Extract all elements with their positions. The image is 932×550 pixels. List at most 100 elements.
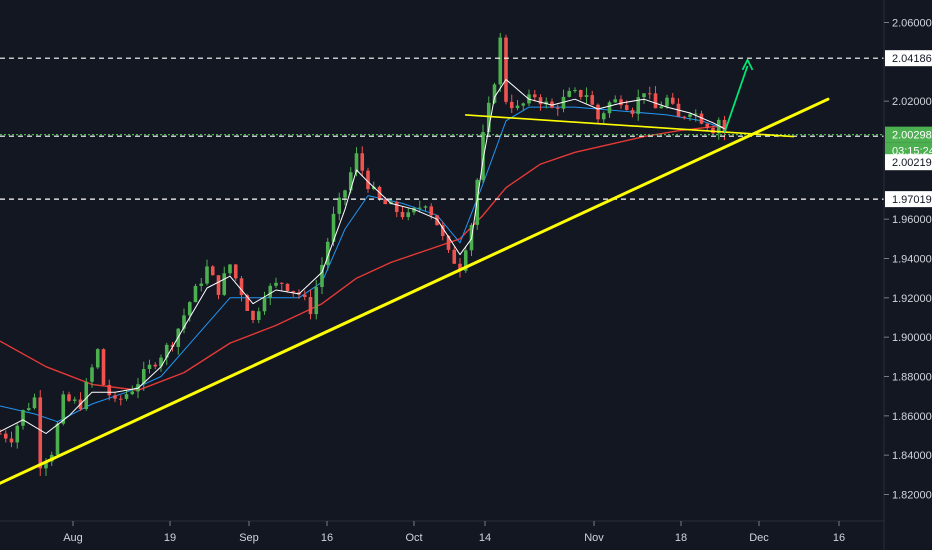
y-tick-label: 1.84000 bbox=[892, 450, 932, 462]
candle-body bbox=[124, 394, 129, 399]
y-tick-label: 1.94000 bbox=[892, 254, 932, 266]
candle-body bbox=[498, 37, 503, 85]
x-tick-label: Dec bbox=[749, 532, 769, 544]
candle-body bbox=[532, 94, 537, 98]
y-tick-label: 2.00219 bbox=[892, 157, 932, 169]
price-axis[interactable]: 2.060002.041862.020002.0029803:15:242.00… bbox=[884, 18, 932, 502]
x-tick-label: 14 bbox=[479, 532, 491, 544]
y-tick-label: 2.04186 bbox=[892, 53, 932, 65]
candle-body bbox=[251, 310, 255, 320]
candle-body bbox=[164, 344, 169, 358]
arrow-shaft bbox=[723, 65, 749, 133]
time-axis[interactable]: Aug 19 Sep 16 Oct 14 Nov 18 Dec 16 bbox=[63, 521, 845, 544]
candle-body bbox=[182, 315, 186, 329]
x-tick-label: 19 bbox=[164, 532, 176, 544]
candle-body bbox=[653, 93, 658, 109]
trendline-flat_support[interactable] bbox=[464, 114, 795, 138]
candle-body bbox=[573, 90, 577, 92]
ma-slow-line bbox=[0, 126, 725, 391]
candle-body bbox=[584, 95, 589, 97]
candle-body bbox=[84, 381, 89, 409]
candle-body bbox=[343, 190, 347, 198]
candle-body bbox=[279, 282, 284, 284]
candle-body bbox=[9, 438, 14, 443]
candle-body bbox=[95, 349, 100, 368]
y-tick-label: 1.86000 bbox=[892, 411, 932, 423]
ma-mid-line bbox=[0, 106, 725, 423]
candle-body bbox=[578, 90, 583, 97]
candle-body bbox=[199, 283, 204, 286]
candle-body bbox=[561, 96, 566, 109]
candle-body bbox=[394, 201, 399, 212]
x-tick-label: Nov bbox=[584, 532, 604, 544]
candle-body bbox=[21, 410, 25, 426]
candle-body bbox=[113, 395, 117, 399]
x-tick-label: 16 bbox=[321, 532, 333, 544]
candle-body bbox=[429, 206, 434, 216]
candle-body bbox=[636, 97, 641, 114]
y-tick-label: 2.06000 bbox=[892, 18, 932, 30]
candle-body bbox=[320, 264, 324, 288]
candle-body bbox=[521, 103, 526, 106]
trendlines bbox=[0, 97, 830, 488]
candle-body bbox=[716, 119, 721, 134]
candle-body bbox=[354, 153, 359, 173]
candle-body bbox=[624, 105, 629, 110]
candle-body bbox=[722, 119, 727, 134]
candle-body bbox=[302, 294, 307, 297]
candle-body bbox=[308, 296, 313, 315]
candle-body bbox=[619, 99, 623, 106]
candle-body bbox=[256, 311, 261, 320]
candle-body bbox=[268, 285, 273, 298]
price-label-bg bbox=[885, 126, 932, 143]
candle-body bbox=[647, 93, 652, 95]
arrow-head bbox=[741, 57, 754, 71]
candle-body bbox=[170, 344, 175, 347]
moving-average-fast bbox=[0, 79, 725, 434]
candle-body bbox=[360, 153, 365, 171]
candle-body bbox=[222, 273, 227, 295]
y-tick-label: 2.00298 bbox=[892, 130, 932, 142]
y-tick-label: 1.96000 bbox=[892, 214, 932, 226]
candle-body bbox=[567, 90, 572, 97]
price-label-bg bbox=[885, 154, 932, 171]
y-tick-label: 1.82000 bbox=[892, 490, 932, 502]
y-tick-label: 1.92000 bbox=[892, 293, 932, 305]
x-tick-label: Aug bbox=[63, 532, 83, 544]
candle-body bbox=[233, 264, 238, 279]
candle-body bbox=[659, 106, 664, 109]
price-label-bg bbox=[885, 191, 932, 208]
trendline-uptrend[interactable] bbox=[0, 97, 830, 488]
moving-average-slow bbox=[0, 126, 725, 391]
candle-body bbox=[141, 369, 146, 385]
y-tick-label: 1.97019 bbox=[892, 194, 932, 206]
candle-body bbox=[670, 97, 675, 104]
candle-body bbox=[285, 283, 290, 291]
horizontal-levels bbox=[0, 57, 884, 200]
candle-body bbox=[228, 264, 232, 274]
candle-body bbox=[187, 302, 192, 316]
projection-arrow bbox=[723, 57, 754, 133]
candle-body bbox=[705, 123, 710, 128]
candle-body bbox=[15, 425, 20, 443]
candle-body bbox=[371, 186, 376, 190]
candle-body bbox=[107, 384, 112, 396]
candle-body bbox=[118, 398, 123, 400]
candle-body bbox=[245, 295, 250, 311]
candle-body bbox=[383, 199, 388, 205]
candle-body bbox=[492, 84, 497, 103]
candle-body bbox=[423, 206, 428, 208]
candle-body bbox=[32, 397, 37, 409]
x-tick-label: 18 bbox=[675, 532, 687, 544]
candle-body bbox=[682, 116, 687, 118]
candle-body bbox=[153, 364, 158, 367]
candle-body bbox=[44, 461, 48, 469]
candle-body bbox=[544, 101, 549, 105]
candle-body bbox=[486, 102, 491, 133]
candle-body bbox=[348, 172, 353, 191]
candle-body bbox=[555, 107, 560, 109]
candle-body bbox=[147, 364, 152, 370]
candle-body bbox=[509, 101, 514, 109]
candle-body bbox=[193, 285, 198, 303]
